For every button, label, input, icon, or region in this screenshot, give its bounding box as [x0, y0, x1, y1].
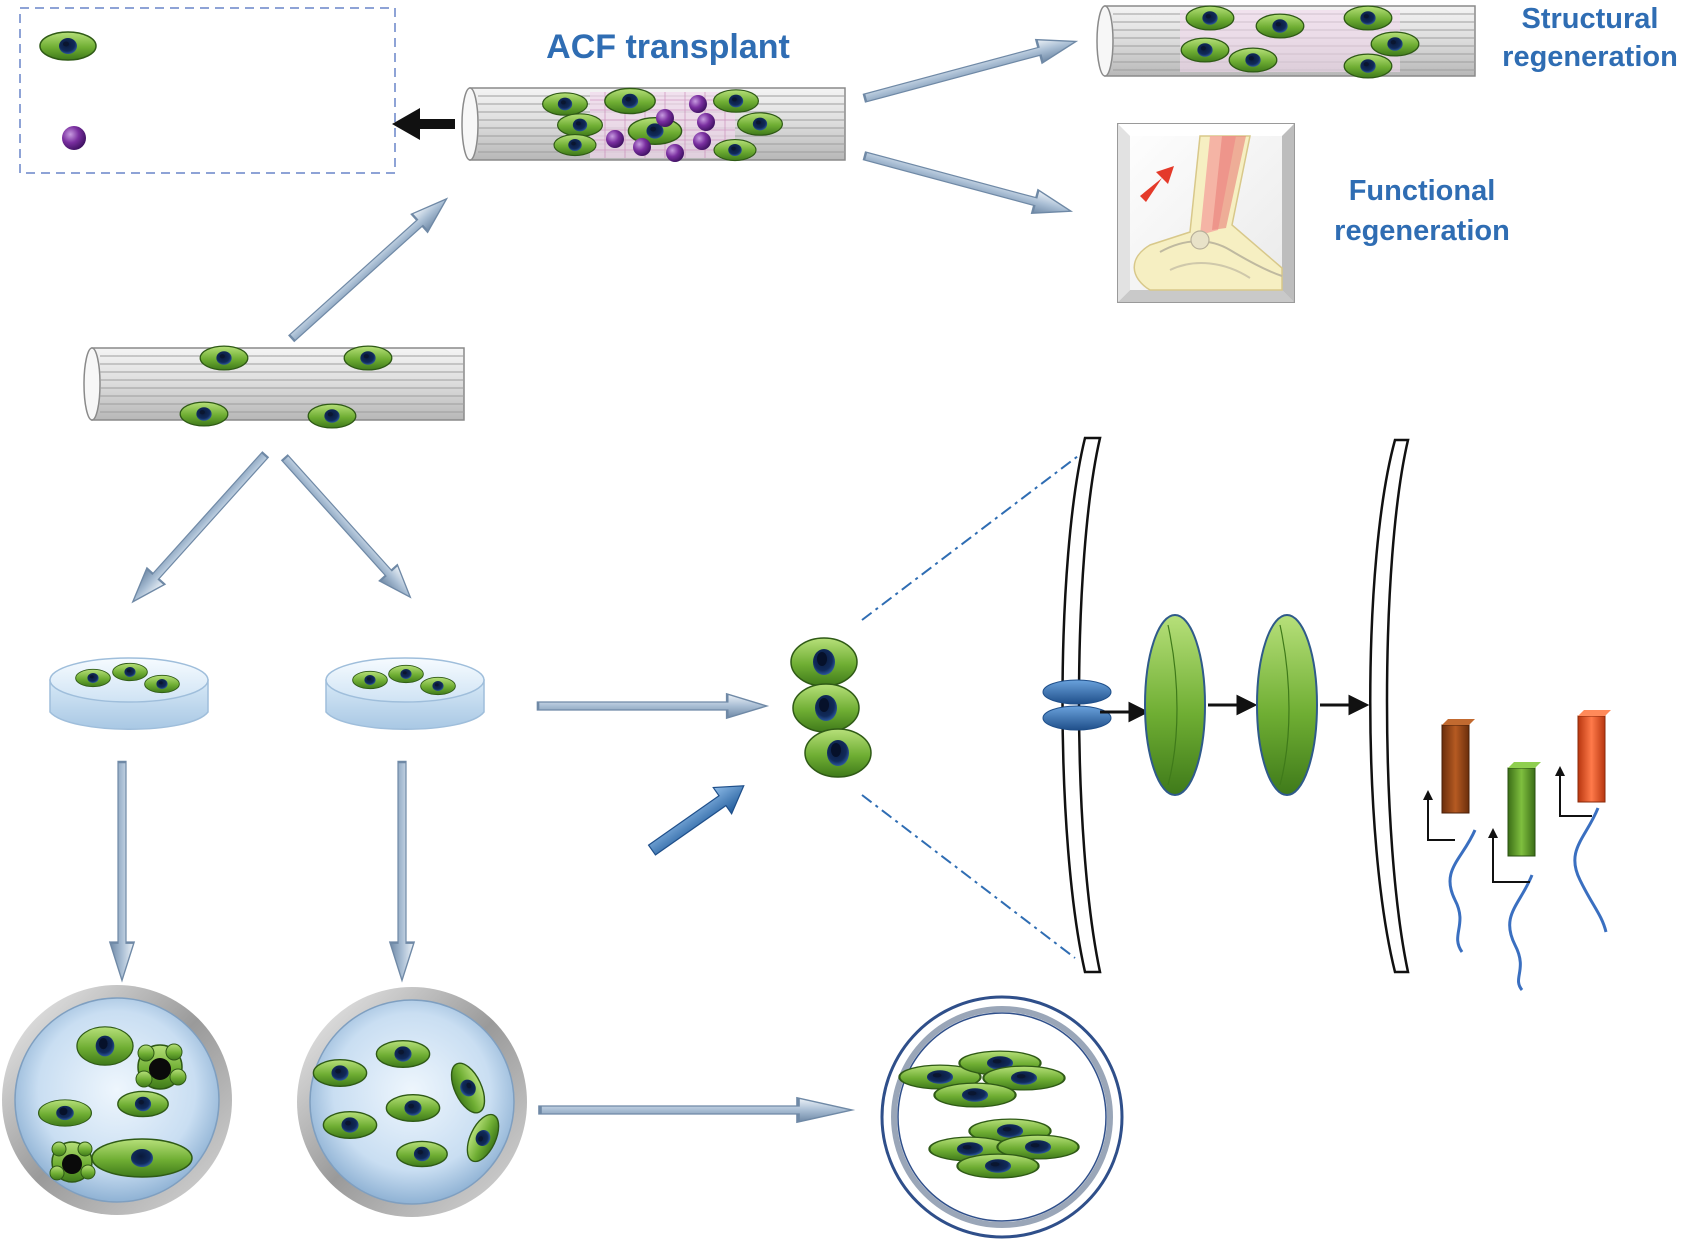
gene-expression-red — [1555, 710, 1611, 933]
cell-cluster — [790, 637, 872, 778]
arrow-to-functional — [860, 143, 1076, 224]
arrow-to-dish-right — [275, 449, 421, 607]
structural-regeneration-label-2: regeneration — [1502, 41, 1678, 73]
arrow-down-right — [388, 760, 416, 982]
signaling-molecule-1 — [1144, 614, 1206, 796]
arrow-to-dish-left — [122, 446, 275, 611]
structural-regeneration-tendon — [1096, 5, 1476, 79]
cell-icon — [39, 31, 97, 61]
arrow-to-aligned-cells — [538, 1096, 854, 1124]
gene-expression-green — [1488, 762, 1541, 991]
functional-regeneration-label-2: regeneration — [1334, 215, 1510, 247]
petri-plate-right — [297, 987, 527, 1217]
arrow-to-structural — [860, 28, 1081, 111]
acf-transplant-tendon — [461, 87, 846, 162]
source-tendon — [83, 345, 465, 429]
legend-pointer-arrow — [392, 108, 455, 140]
ankle-tendon-icon — [1117, 123, 1295, 303]
arrow-to-cell-cluster — [536, 692, 769, 720]
petri-plate-aligned — [880, 995, 1124, 1239]
culture-dish-left — [49, 657, 209, 730]
receptor-icon — [1042, 679, 1112, 731]
legend-box — [19, 7, 396, 174]
functional-regeneration-label-1: Functional — [1349, 175, 1496, 207]
culture-dish-right — [325, 657, 485, 730]
signaling-molecule-2 — [1256, 614, 1318, 796]
arrow-to-transplant — [282, 188, 456, 348]
blue-stimulus-arrow — [647, 785, 745, 856]
apoptotic-cell-1 — [135, 1043, 187, 1090]
acf-transplant-label: ACF transplant — [546, 28, 790, 66]
signaling-pathway — [1042, 436, 1611, 991]
gene-expression-brown — [1423, 719, 1477, 953]
arrow-down-left — [108, 760, 136, 982]
petri-plate-left — [2, 985, 232, 1215]
apoptotic-cell-2 — [49, 1141, 96, 1183]
vesicle-icon — [62, 126, 86, 150]
structural-regeneration-label-1: Structural — [1522, 3, 1659, 35]
zoom-lines — [861, 452, 1083, 959]
